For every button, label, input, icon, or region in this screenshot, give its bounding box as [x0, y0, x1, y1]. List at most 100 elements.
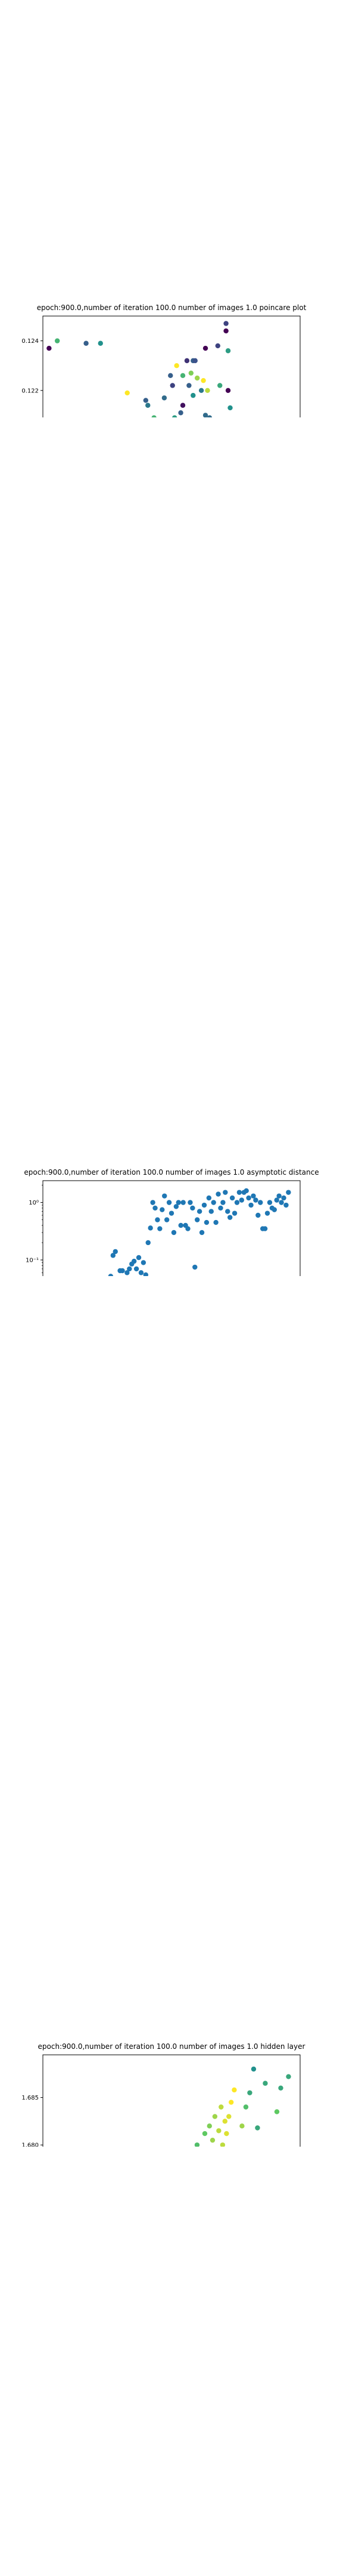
- data-point: [228, 2100, 234, 2105]
- data-point: [211, 1200, 216, 1205]
- chart-title: epoch:900.0,number of iteration 100.0 nu…: [37, 304, 307, 312]
- data-point: [192, 1264, 198, 1270]
- data-point: [223, 1190, 228, 1195]
- data-point: [262, 1226, 268, 1231]
- data-point: [152, 1205, 158, 1211]
- data-point: [234, 1200, 240, 1205]
- data-point: [220, 1200, 226, 1205]
- data-point: [171, 1230, 177, 1236]
- y-tick-label: 1.680: [21, 2142, 39, 2147]
- data-point: [251, 2066, 257, 2072]
- data-point: [202, 413, 208, 418]
- data-point: [185, 1226, 191, 1231]
- data-point: [169, 1210, 174, 1216]
- data-point: [232, 2087, 237, 2093]
- data-point: [54, 338, 60, 343]
- data-point: [186, 383, 192, 388]
- data-point: [202, 345, 208, 351]
- data-point: [131, 1258, 137, 1264]
- data-point: [124, 1270, 130, 1275]
- data-point: [155, 1217, 160, 1222]
- y-tick-label: 0.122: [21, 388, 39, 394]
- data-point: [150, 1200, 155, 1205]
- data-point: [133, 1266, 139, 1272]
- data-point: [141, 1260, 146, 1265]
- data-point: [212, 2114, 218, 2119]
- data-point: [247, 2090, 252, 2095]
- data-point: [207, 2123, 212, 2129]
- data-point: [176, 1200, 181, 1205]
- data-point: [170, 383, 175, 388]
- data-point: [157, 1226, 163, 1231]
- data-point: [202, 2131, 208, 2137]
- data-point: [264, 1210, 270, 1216]
- data-point: [229, 1195, 235, 1201]
- data-point: [174, 363, 179, 369]
- data-point: [216, 1191, 221, 1197]
- data-point: [283, 1202, 289, 1208]
- data-point: [124, 390, 130, 396]
- data-point: [253, 1197, 258, 1203]
- data-point: [172, 415, 177, 420]
- asymptotic-distance-plot-panel: epoch:900.0,number of iteration 100.0 nu…: [0, 859, 343, 1518]
- data-point: [143, 1272, 148, 1278]
- data-point: [138, 1270, 144, 1275]
- data-point: [201, 1202, 207, 1208]
- data-points: [46, 321, 233, 614]
- data-point: [210, 2137, 216, 2143]
- data-point: [195, 375, 200, 381]
- data-point: [148, 1225, 153, 1231]
- data-point: [223, 328, 229, 334]
- data-point: [219, 2104, 224, 2110]
- plot-frame: [42, 2054, 301, 2389]
- hidden-layer-plot: epoch:900.0,number of iteration 100.0 nu…: [7, 2042, 305, 2410]
- asymptotic-distance-plot: epoch:900.0,number of iteration 100.0 nu…: [10, 1168, 319, 1518]
- data-point: [281, 1195, 286, 1201]
- data-point: [110, 1253, 116, 1258]
- plot-frame: [42, 315, 301, 627]
- data-point: [220, 2142, 226, 2148]
- data-point: [191, 392, 196, 398]
- data-point: [255, 2125, 260, 2131]
- data-point: [258, 1200, 263, 1205]
- data-point: [188, 1200, 193, 1205]
- y-tick-label: 0.124: [21, 338, 39, 345]
- data-point: [83, 340, 89, 346]
- data-point: [272, 1207, 277, 1212]
- data-point: [246, 1195, 251, 1201]
- data-point: [178, 1222, 183, 1228]
- data-point: [205, 388, 210, 393]
- data-point: [227, 1215, 233, 1220]
- data-point: [208, 1209, 214, 1214]
- data-point: [248, 1202, 254, 1208]
- data-point: [173, 1204, 179, 1209]
- data-point: [145, 402, 151, 408]
- data-point: [243, 2104, 249, 2110]
- data-point: [127, 1266, 132, 1272]
- data-point: [98, 340, 103, 346]
- data-point: [108, 1274, 114, 1279]
- data-point: [178, 410, 183, 416]
- data-point: [213, 1219, 219, 1225]
- data-point: [278, 2085, 283, 2091]
- data-point: [136, 1255, 142, 1261]
- data-point: [222, 2119, 227, 2124]
- data-point: [161, 395, 167, 401]
- data-point: [190, 1205, 195, 1211]
- data-point: [244, 1188, 249, 1194]
- data-point: [255, 1212, 261, 1218]
- data-points: [50, 2066, 291, 2380]
- chart-title: epoch:900.0,number of iteration 100.0 nu…: [38, 2042, 305, 2051]
- data-point: [199, 1230, 205, 1236]
- chart-title: epoch:900.0,number of iteration 100.0 nu…: [24, 1168, 319, 1176]
- poincare-plot-panel: epoch:900.0,number of iteration 100.0 nu…: [0, 0, 343, 647]
- data-point: [194, 2142, 200, 2148]
- data-point: [239, 1197, 245, 1203]
- data-point: [166, 1200, 172, 1205]
- data-point: [151, 415, 157, 420]
- data-point: [162, 1193, 167, 1199]
- data-point: [218, 1205, 223, 1211]
- data-point: [239, 2123, 245, 2129]
- y-tick-label: 10⁻¹: [26, 1257, 39, 1264]
- data-point: [286, 2074, 291, 2079]
